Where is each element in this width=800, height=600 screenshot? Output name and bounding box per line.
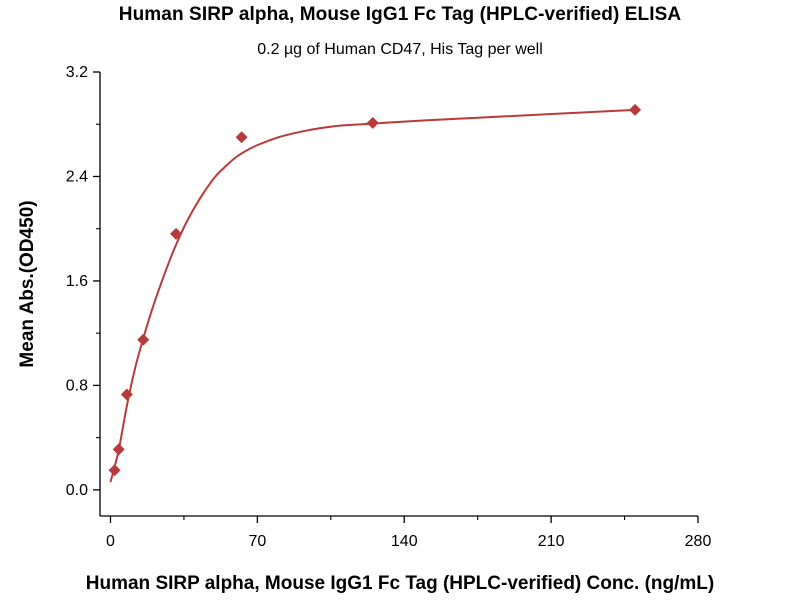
chart-title: Human SIRP alpha, Mouse IgG1 Fc Tag (HPL… (118, 4, 682, 25)
x-tick-label: 210 (538, 533, 565, 550)
data-point (366, 116, 379, 129)
data-point (112, 443, 125, 456)
data-point (108, 464, 121, 477)
x-tick-label: 140 (391, 533, 418, 550)
y-axis-title: Mean Abs.(OD450) (17, 200, 38, 367)
data-point (235, 131, 248, 144)
axes (99, 72, 698, 517)
x-tick-label: 0 (106, 533, 115, 550)
y-tick-label: 0.0 (66, 482, 88, 499)
fit-curve-line (109, 108, 636, 483)
y-tick-label: 2.4 (66, 168, 88, 185)
y-tick-label: 1.6 (66, 273, 88, 290)
data-point (137, 333, 150, 346)
x-tick-label: 280 (685, 533, 712, 550)
y-tick-label: 3.2 (66, 64, 88, 81)
x-tick-label: 70 (248, 533, 266, 550)
x-ticks: 0 70 140 210 280 (106, 516, 711, 550)
data-points (108, 103, 642, 477)
data-point (629, 103, 642, 116)
y-tick-label: 0.8 (66, 377, 88, 394)
data-point (120, 388, 133, 401)
x-axis-title: Human SIRP alpha, Mouse IgG1 Fc Tag (HPL… (86, 573, 714, 594)
chart-subtitle: 0.2 µg of Human CD47, His Tag per well (257, 41, 543, 58)
data-point (170, 227, 183, 240)
y-ticks: 0.0 0.8 1.6 2.4 3.2 (66, 64, 100, 499)
